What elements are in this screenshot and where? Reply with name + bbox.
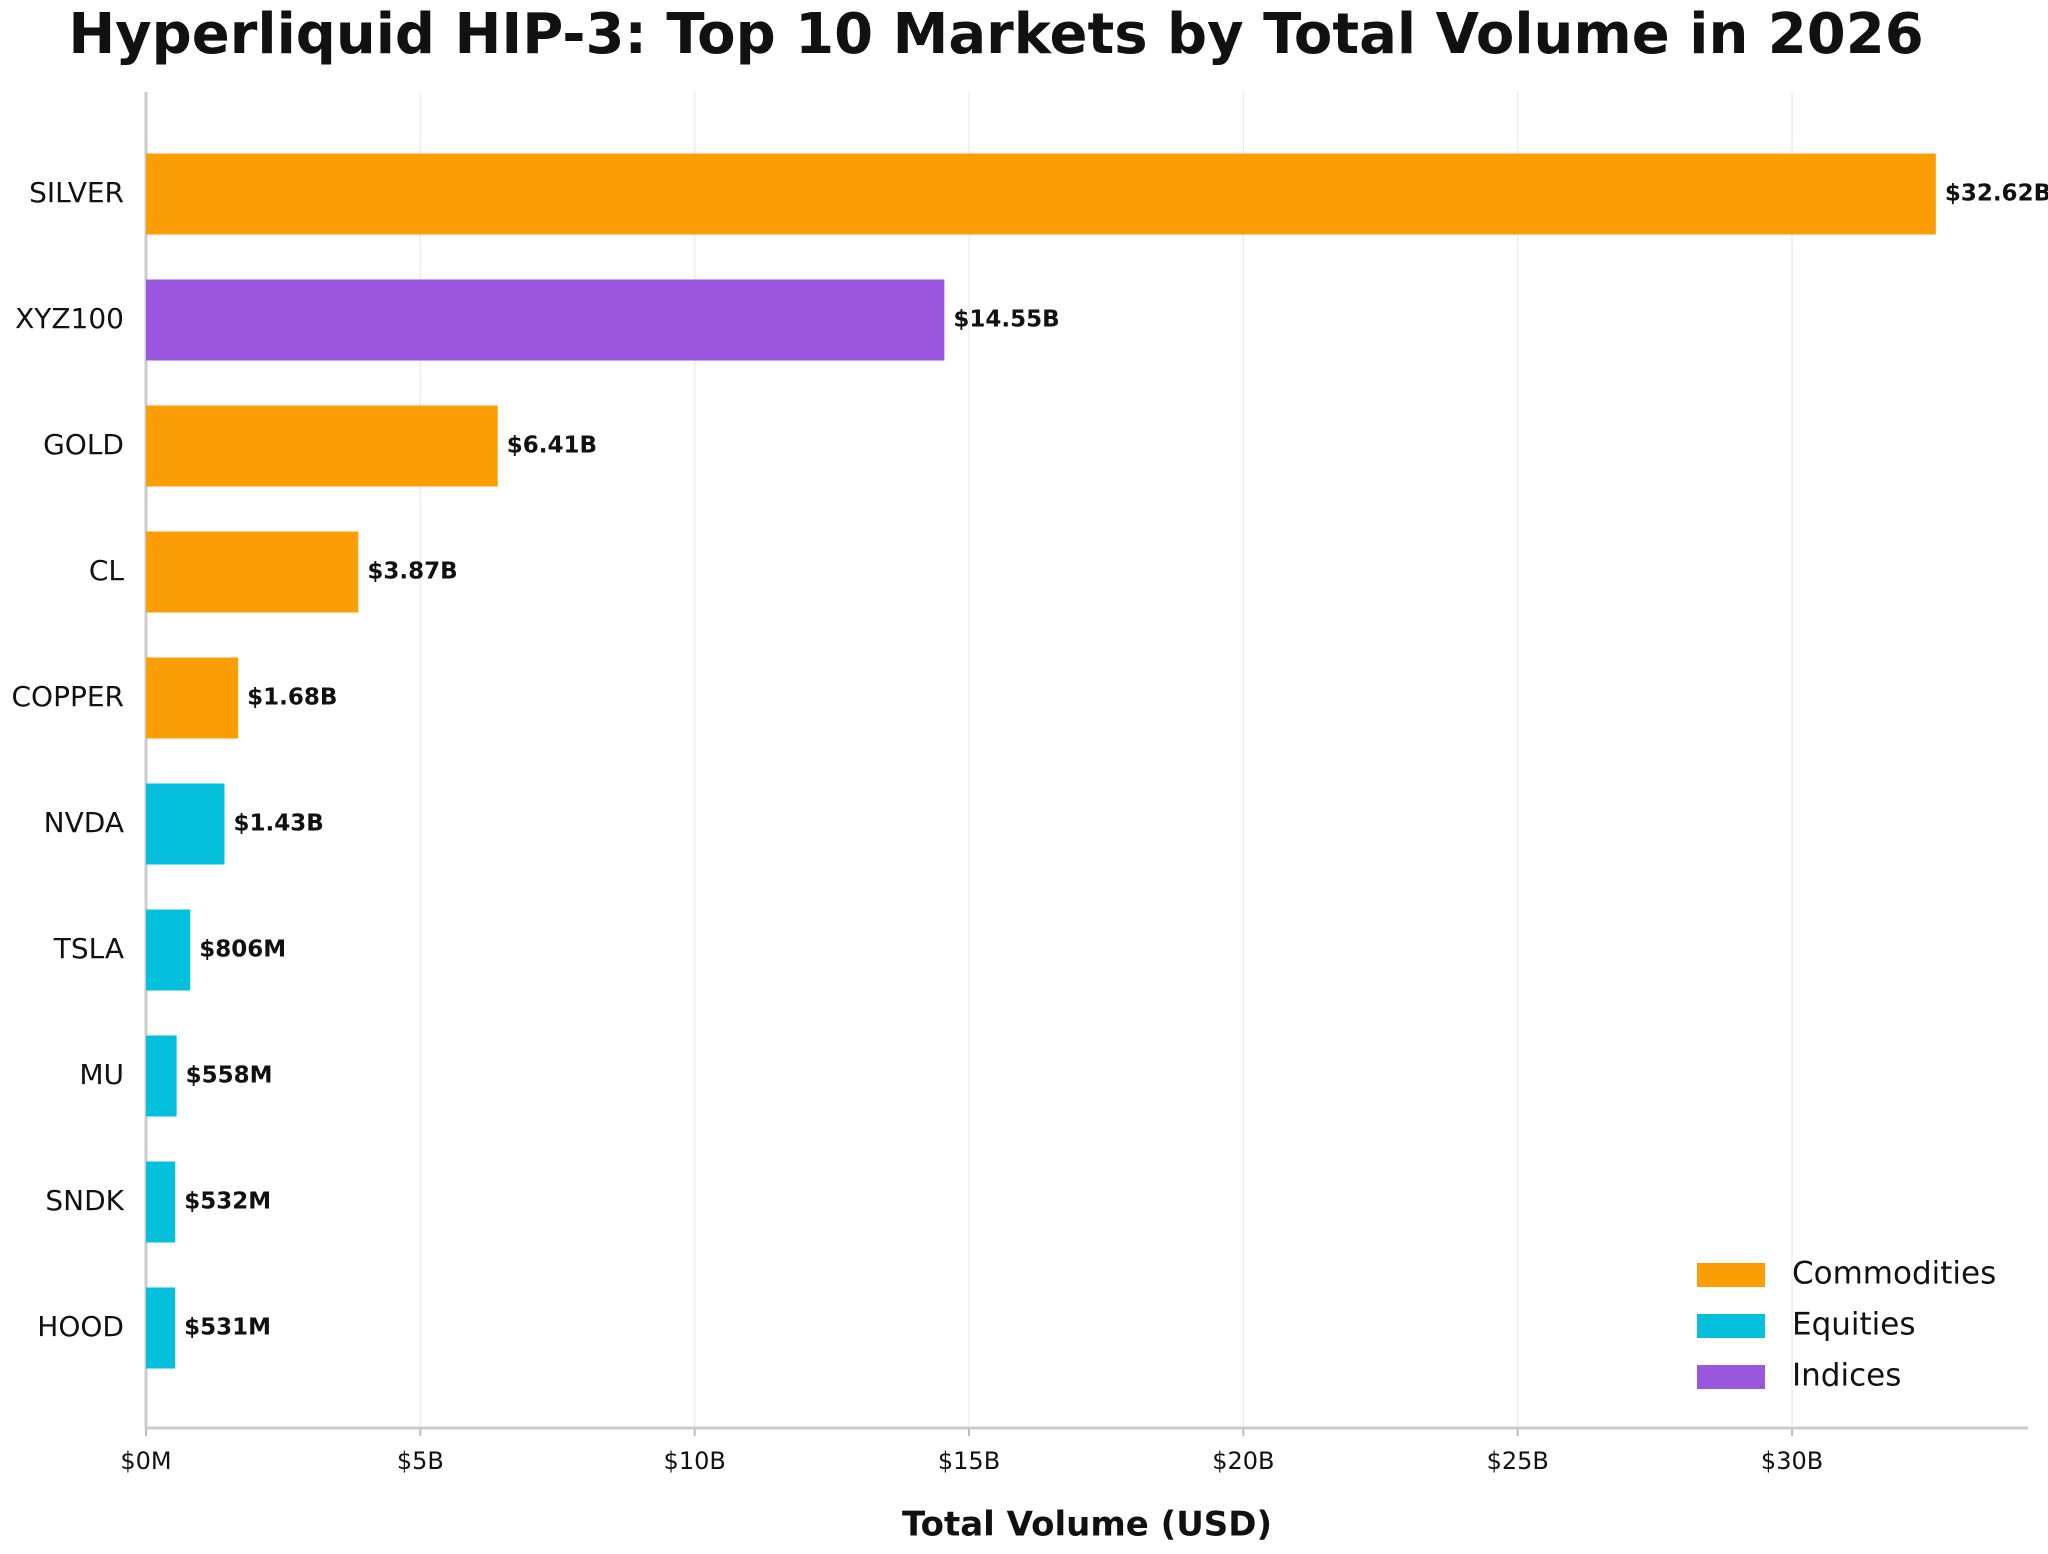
x-tick-label: $15B (938, 1447, 1000, 1475)
value-label: $3.87B (367, 559, 457, 585)
value-label: $6.41B (507, 433, 597, 459)
value-label: $1.43B (233, 811, 323, 837)
y-tick-label: SILVER (29, 176, 124, 209)
bar (146, 279, 945, 361)
bar (146, 657, 239, 739)
y-tick-label: HOOD (37, 1310, 124, 1343)
value-label: $531M (184, 1315, 271, 1341)
y-tick-label: NVDA (44, 806, 124, 839)
y-tick-label: MU (79, 1058, 124, 1091)
legend-swatch (1697, 1263, 1765, 1287)
x-tick-label: $10B (664, 1447, 726, 1475)
bar (146, 909, 191, 991)
value-label: $14.55B (953, 307, 1059, 333)
chart-title: Hyperliquid HIP-3: Top 10 Markets by Tot… (68, 2, 1923, 67)
value-label: $32.62B (1945, 181, 2048, 207)
x-tick-label: $0M (120, 1447, 171, 1475)
legend-label: Commodities (1792, 1256, 1996, 1292)
bar (146, 1035, 177, 1117)
y-tick-label: COPPER (11, 680, 124, 713)
x-axis-title: Total Volume (USD) (902, 1505, 1272, 1545)
value-label: $558M (186, 1063, 273, 1089)
legend-swatch (1697, 1314, 1765, 1338)
bar (146, 153, 1936, 235)
legend-label: Indices (1792, 1358, 1901, 1394)
bar (146, 531, 359, 613)
x-tick-label: $20B (1212, 1447, 1274, 1475)
bar (146, 405, 498, 487)
value-label: $806M (199, 937, 286, 963)
x-tick-label: $25B (1487, 1447, 1549, 1475)
y-tick-label: CL (89, 554, 125, 587)
bar (146, 1161, 176, 1243)
x-tick-label: $5B (397, 1447, 444, 1475)
legend-swatch (1697, 1365, 1765, 1389)
y-tick-label: SNDK (45, 1184, 124, 1217)
bar (146, 1287, 176, 1369)
legend-label: Equities (1792, 1307, 1916, 1343)
bar (146, 783, 225, 865)
value-label: $532M (184, 1189, 271, 1215)
y-tick-label: XYZ100 (15, 302, 124, 335)
y-tick-label: TSLA (53, 932, 124, 965)
value-label: $1.68B (247, 685, 337, 711)
x-tick-label: $30B (1761, 1447, 1823, 1475)
y-tick-label: GOLD (43, 428, 124, 461)
